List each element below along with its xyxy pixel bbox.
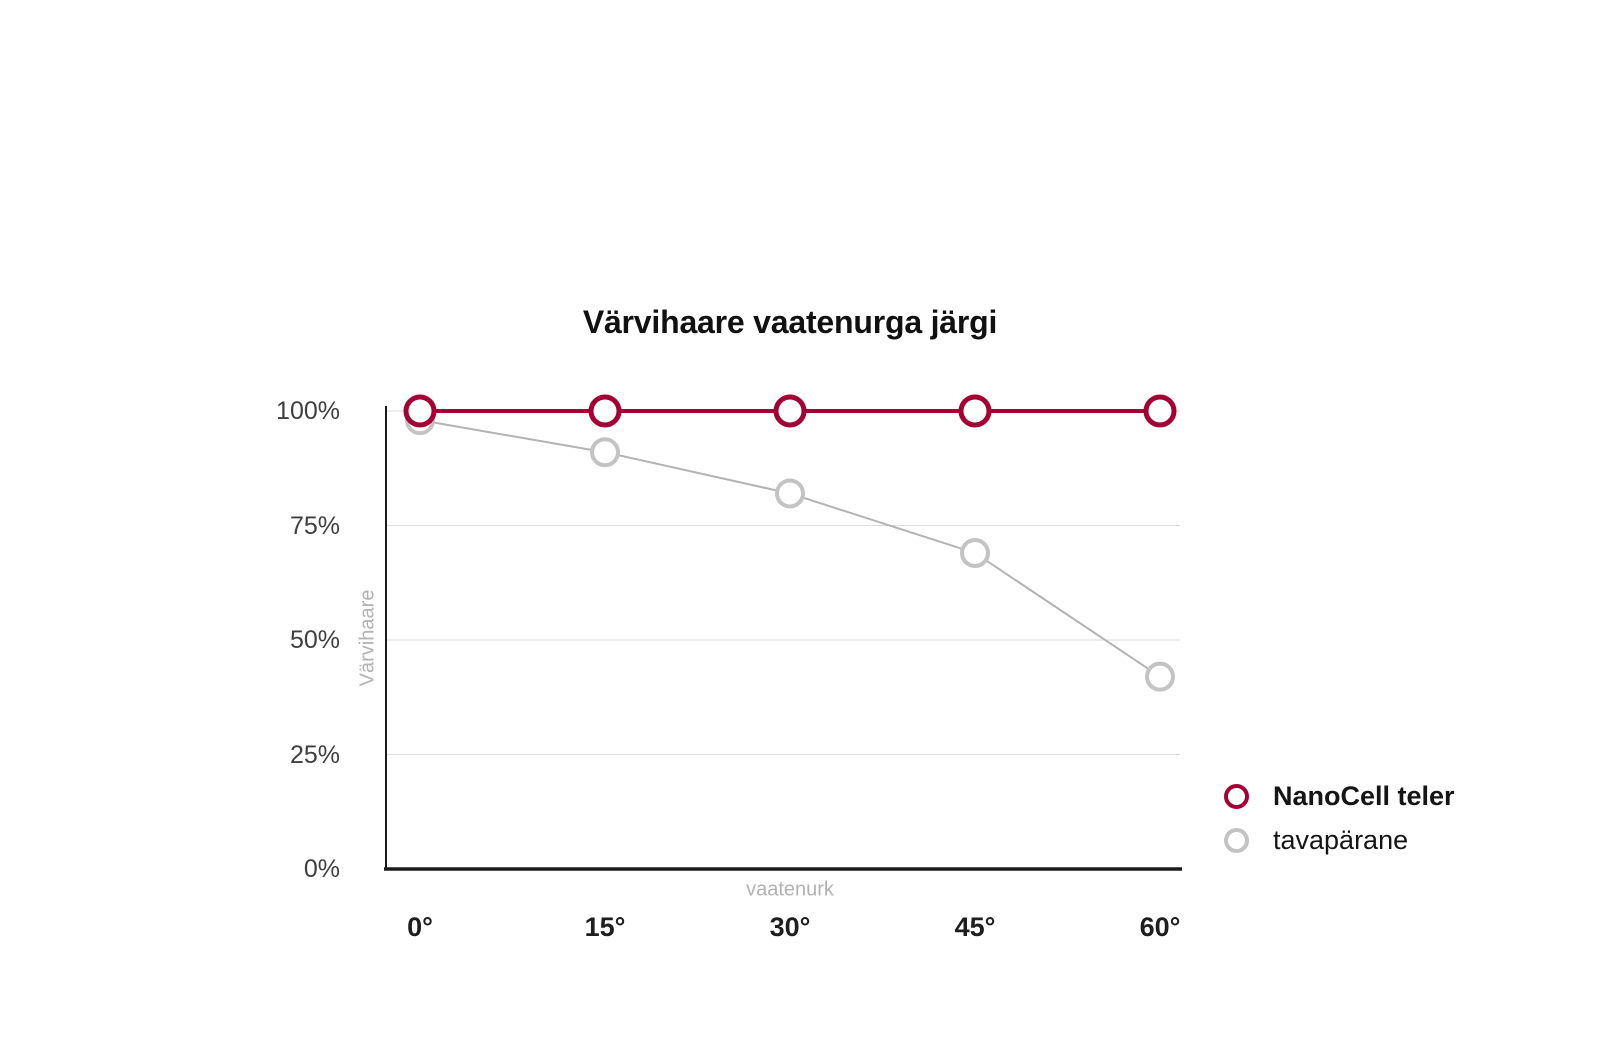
marker-tavap-rane-3 [960, 537, 990, 568]
y-tick-label-0: 0% [303, 855, 340, 883]
marker-nanocell-teler-1 [588, 394, 622, 428]
legend-label: tavapärane [1273, 824, 1409, 855]
legend-marker-icon [1224, 827, 1249, 853]
y-tick-label-50: 50% [289, 626, 340, 654]
marker-nanocell-teler-4 [1143, 394, 1177, 428]
x-tick-label-0: 0° [407, 912, 433, 942]
y-axis-title: Värvihaare [356, 589, 379, 687]
legend-item-nanocell-teler: NanoCell teler [1224, 780, 1455, 812]
y-tick-label-75: 75% [289, 511, 340, 540]
marker-tavap-rane-2 [775, 478, 805, 509]
marker-nanocell-teler-3 [958, 394, 992, 428]
marker-tavap-rane-1 [590, 437, 620, 468]
chart-legend: NanoCell teler tavapärane [1224, 780, 1455, 868]
x-axis-title: vaatenurk [746, 878, 834, 901]
x-tick-label-1: 15° [584, 912, 626, 942]
legend-marker-icon [1224, 783, 1249, 809]
legend-item-tavap-rane: tavapärane [1224, 824, 1455, 856]
marker-tavap-rane-4 [1145, 661, 1175, 692]
y-tick-label-100: 100% [276, 397, 340, 425]
legend-label: NanoCell teler [1273, 780, 1455, 811]
y-tick-label-25: 25% [289, 740, 340, 769]
x-tick-label-2: 30° [769, 912, 811, 942]
x-tick-label-4: 60° [1139, 912, 1181, 942]
x-tick-label-3: 45° [954, 912, 996, 942]
marker-nanocell-teler-2 [773, 394, 807, 428]
chart-title: Värvihaare vaatenurga järgi [582, 304, 998, 340]
marker-nanocell-teler-0 [403, 394, 437, 428]
